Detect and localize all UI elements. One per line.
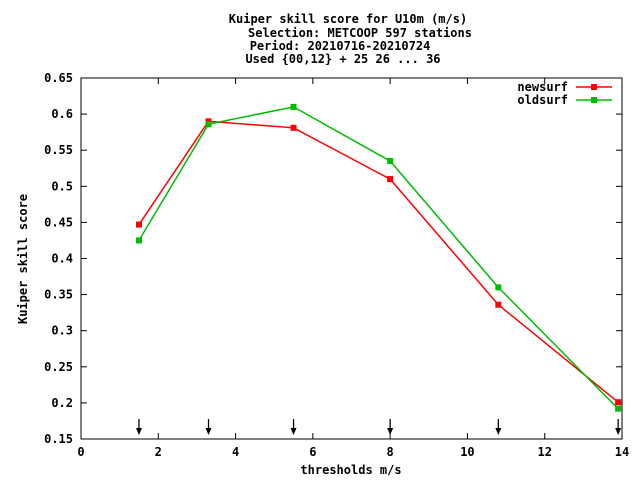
x-tick-label: 14: [615, 445, 629, 459]
series-line-oldsurf: [138, 106, 619, 410]
legend-label-newsurf: newsurf: [517, 80, 568, 94]
x-axis-tick-labels: 0 2 4 6 8 10 12 14: [77, 445, 629, 459]
x-tick-label: 0: [77, 445, 84, 459]
legend-marker-newsurf: [591, 84, 597, 90]
point-newsurf: [615, 399, 622, 406]
threshold-arrow-head: [387, 428, 394, 435]
point-newsurf: [495, 301, 502, 308]
threshold-arrow-head: [205, 428, 212, 435]
plot-area-frame: [80, 77, 623, 440]
series-lines: [138, 106, 619, 410]
legend: newsurf oldsurf: [517, 80, 612, 107]
x-axis-label: thresholds m/s: [300, 463, 401, 477]
threshold-arrows: [135, 419, 622, 435]
y-tick-label: 0.25: [44, 360, 73, 374]
point-oldsurf: [387, 158, 394, 165]
y-tick-label: 0.3: [51, 324, 73, 338]
y-tick-label: 0.2: [51, 396, 73, 410]
point-oldsurf: [495, 284, 502, 291]
series-points: [135, 103, 622, 412]
y-tick-label: 0.45: [44, 215, 73, 229]
series-line-newsurf: [138, 120, 619, 403]
axis-ticks: [80, 77, 623, 440]
chart-title: Kuiper skill score for U10m (m/s) Select…: [229, 12, 472, 66]
threshold-arrow-head: [290, 428, 297, 435]
x-tick-label: 4: [232, 445, 239, 459]
point-oldsurf: [290, 103, 297, 110]
y-tick-label: 0.15: [44, 432, 73, 446]
point-newsurf: [387, 176, 394, 183]
threshold-arrow-head: [615, 428, 622, 435]
y-tick-label: 0.35: [44, 288, 73, 302]
title-line-3: Period: 20210716-20210724: [250, 39, 431, 53]
x-tick-label: 6: [309, 445, 316, 459]
legend-marker-oldsurf: [591, 97, 597, 103]
title-line-1: Kuiper skill score for U10m (m/s): [229, 12, 467, 26]
x-tick-label: 8: [387, 445, 394, 459]
title-line-2: Selection: METCOOP 597 stations: [248, 26, 472, 40]
x-tick-label: 10: [460, 445, 474, 459]
y-tick-label: 0.55: [44, 143, 73, 157]
point-newsurf: [135, 221, 142, 228]
threshold-arrow-head: [495, 428, 502, 435]
point-oldsurf: [135, 237, 142, 244]
x-tick-label: 2: [155, 445, 162, 459]
y-axis-tick-labels: 0.15 0.2 0.25 0.3 0.35 0.4 0.45 0.5 0.55 0.6 0.65: [44, 71, 73, 446]
x-tick-label: 12: [537, 445, 551, 459]
legend-label-oldsurf: oldsurf: [517, 93, 568, 107]
y-axis-label: Kuiper skill score: [16, 194, 30, 324]
y-tick-label: 0.5: [51, 179, 73, 193]
y-tick-label: 0.65: [44, 71, 73, 85]
threshold-arrow-head: [135, 428, 142, 435]
title-line-4: Used {00,12} + 25 26 ... 36: [245, 52, 440, 66]
point-oldsurf: [205, 121, 212, 128]
y-tick-label: 0.4: [51, 252, 73, 266]
point-oldsurf: [615, 405, 622, 412]
point-newsurf: [290, 124, 297, 131]
y-tick-label: 0.6: [51, 107, 73, 121]
